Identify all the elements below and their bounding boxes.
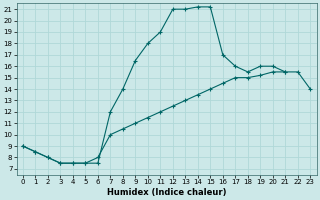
X-axis label: Humidex (Indice chaleur): Humidex (Indice chaleur) bbox=[107, 188, 226, 197]
